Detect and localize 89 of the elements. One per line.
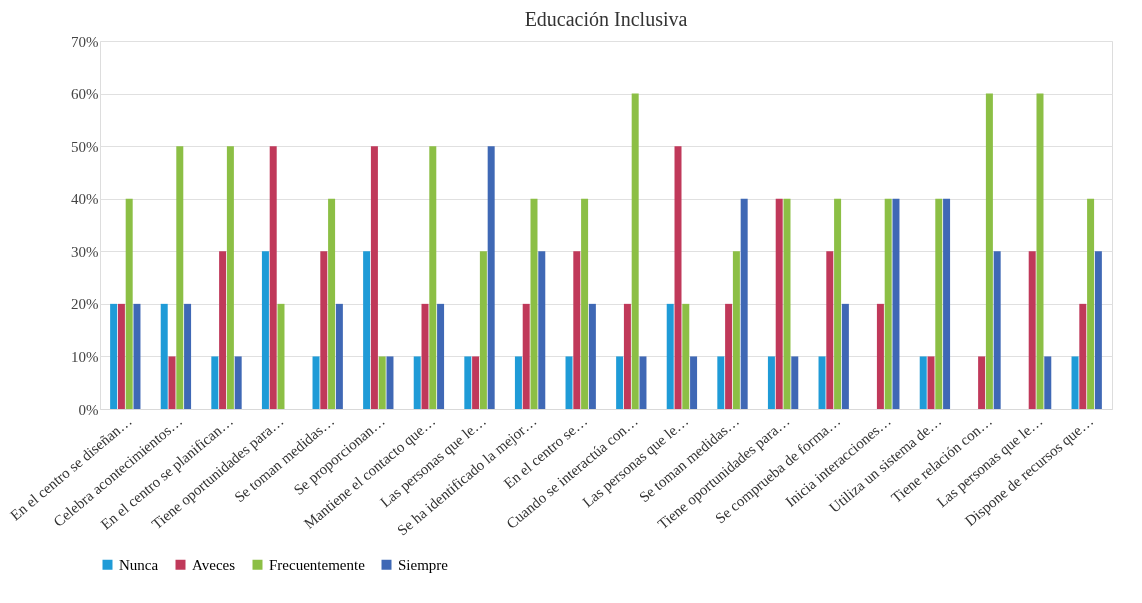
bar <box>1044 356 1052 409</box>
bar <box>725 303 733 409</box>
bar <box>1036 93 1044 409</box>
bar <box>110 303 118 409</box>
bar <box>919 356 927 409</box>
y-tick-label: 50% <box>71 138 99 155</box>
bar <box>791 356 799 409</box>
bar <box>834 198 842 409</box>
bar <box>884 198 892 409</box>
legend-label: Aveces <box>192 556 236 573</box>
legend-label: Frecuentemente <box>269 556 366 573</box>
bar <box>943 198 951 409</box>
bar <box>378 356 386 409</box>
bar <box>1071 356 1079 409</box>
bar <box>783 198 791 409</box>
bar <box>226 146 234 409</box>
bar <box>631 93 639 409</box>
bar <box>892 198 900 409</box>
bar <box>429 146 437 409</box>
bar <box>1028 251 1036 409</box>
bar <box>514 356 522 409</box>
bar <box>978 356 986 409</box>
bar <box>732 251 740 409</box>
bar <box>639 356 647 409</box>
y-tick-label: 20% <box>71 296 99 313</box>
bar <box>522 303 530 409</box>
bar <box>184 303 192 409</box>
bar <box>1094 251 1102 409</box>
y-tick-label: 0% <box>78 401 99 418</box>
bar <box>826 251 834 409</box>
y-tick-label: 10% <box>71 348 99 365</box>
bar <box>616 356 624 409</box>
bar <box>841 303 849 409</box>
bar <box>133 303 141 409</box>
bar <box>464 356 472 409</box>
bar <box>437 303 445 409</box>
bar <box>565 356 573 409</box>
bar <box>234 356 242 409</box>
bar <box>623 303 631 409</box>
bar <box>386 356 394 409</box>
bar <box>876 303 884 409</box>
bar <box>935 198 943 409</box>
bar <box>487 146 495 409</box>
y-tick-label: 70% <box>71 33 99 50</box>
bar <box>530 198 538 409</box>
bar <box>1087 198 1095 409</box>
bar <box>277 303 285 409</box>
bar <box>335 303 343 409</box>
bar <box>370 146 378 409</box>
bar <box>767 356 775 409</box>
bar <box>168 356 176 409</box>
bar <box>413 356 421 409</box>
chart-title: Educación Inclusiva <box>524 8 688 30</box>
bar <box>328 198 336 409</box>
bar <box>717 356 725 409</box>
legend-label: Siempre <box>398 556 449 573</box>
bar <box>775 198 783 409</box>
bar <box>985 93 993 409</box>
bar <box>125 198 133 409</box>
bar <box>690 356 698 409</box>
bar <box>740 198 748 409</box>
bar <box>927 356 935 409</box>
bar <box>117 303 125 409</box>
y-tick-label: 40% <box>71 191 99 208</box>
bar <box>312 356 320 409</box>
bar <box>472 356 480 409</box>
bar <box>538 251 546 409</box>
bar <box>320 251 328 409</box>
bar <box>573 251 581 409</box>
y-tick-label: 60% <box>71 86 99 103</box>
bar <box>588 303 596 409</box>
bar <box>1079 303 1087 409</box>
bar <box>269 146 277 409</box>
y-tick-label: 30% <box>71 243 99 260</box>
bar <box>993 251 1001 409</box>
bar <box>176 146 184 409</box>
bar <box>219 251 227 409</box>
bar <box>261 251 269 409</box>
bar <box>479 251 487 409</box>
bar <box>160 303 168 409</box>
bar <box>421 303 429 409</box>
bar <box>581 198 589 409</box>
bar <box>211 356 219 409</box>
bar <box>818 356 826 409</box>
legend-label: Nunca <box>119 556 159 573</box>
bar <box>363 251 371 409</box>
bar <box>674 146 682 409</box>
bar <box>666 303 674 409</box>
bar <box>682 303 690 409</box>
